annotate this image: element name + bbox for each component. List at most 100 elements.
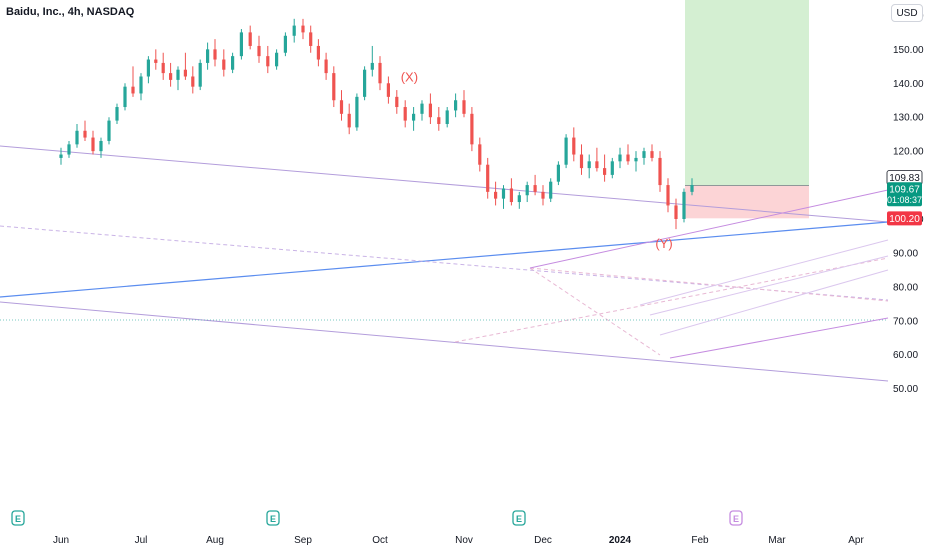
candle — [386, 76, 390, 104]
long-position-tool — [685, 0, 809, 219]
candle — [115, 103, 119, 124]
currency-button[interactable]: USD — [891, 4, 923, 22]
earnings-icon: E — [729, 510, 743, 526]
candle — [239, 28, 243, 60]
candle — [462, 90, 466, 118]
candle — [161, 52, 165, 80]
y-tick-label: 130.00 — [893, 113, 924, 124]
candle — [525, 181, 529, 203]
channel-upper-line — [0, 145, 889, 223]
svg-text:E: E — [270, 514, 276, 524]
channel-lower-line — [0, 301, 889, 382]
candle — [517, 191, 521, 209]
candle — [316, 39, 320, 67]
candle — [169, 62, 173, 87]
symbol-title: Baidu, Inc., 4h, NASDAQ — [6, 6, 135, 18]
candle — [587, 154, 591, 179]
candle — [412, 107, 416, 131]
candle — [347, 103, 351, 135]
rising-trendline — [0, 221, 889, 298]
candle — [395, 90, 399, 114]
y-tick-label: 60.00 — [893, 350, 918, 361]
fork-line — [649, 255, 889, 316]
candle — [470, 107, 474, 152]
y-tick-label: 90.00 — [893, 248, 918, 259]
candle — [579, 144, 584, 175]
candle — [564, 134, 568, 169]
candle — [248, 25, 252, 50]
fork-line — [669, 317, 889, 359]
candle — [501, 185, 506, 209]
candle — [572, 127, 576, 162]
candle — [206, 42, 210, 70]
candle — [478, 137, 482, 172]
candle — [222, 49, 226, 77]
candle — [75, 123, 79, 148]
candle — [154, 49, 158, 70]
x-tick-label: Feb — [691, 535, 709, 546]
svg-text:109.83: 109.83 — [889, 173, 920, 184]
x-tick-label: Mar — [768, 535, 786, 546]
x-tick-label: Dec — [534, 535, 552, 546]
candle — [642, 147, 646, 165]
candle — [191, 66, 195, 94]
y-tick-label: 70.00 — [893, 316, 918, 327]
candle — [123, 83, 127, 111]
candle — [324, 52, 328, 80]
candle — [509, 178, 513, 206]
x-tick-label: Nov — [455, 535, 473, 546]
candle — [183, 52, 187, 80]
svg-text:01:08:37: 01:08:37 — [887, 195, 922, 205]
fork-line — [659, 269, 889, 336]
x-tick-label: 2024 — [609, 535, 632, 546]
target-zone — [685, 0, 809, 186]
candle — [198, 59, 202, 91]
candle — [486, 157, 490, 199]
candle — [99, 137, 103, 158]
candle — [283, 32, 287, 57]
candle — [454, 93, 458, 118]
candle — [549, 178, 553, 203]
candle — [674, 198, 678, 230]
candle — [610, 157, 614, 179]
candle — [309, 25, 313, 53]
candle — [363, 66, 367, 101]
candle — [690, 178, 694, 196]
wave-dashed-line — [529, 267, 661, 356]
candle — [339, 90, 344, 121]
candle — [437, 107, 441, 131]
stop-zone — [685, 185, 809, 219]
x-tick-label: Sep — [294, 535, 312, 546]
candle — [213, 39, 217, 67]
earnings-icon: E — [11, 510, 25, 526]
candle — [618, 147, 622, 169]
candle — [634, 151, 638, 172]
candle — [67, 140, 71, 158]
svg-text:E: E — [15, 514, 21, 524]
candle — [301, 18, 305, 40]
candle — [292, 18, 296, 43]
candle — [146, 56, 150, 84]
candle — [231, 52, 235, 74]
wave-dashed-line — [529, 267, 889, 302]
candle — [428, 93, 432, 124]
candle — [176, 66, 180, 91]
x-tick-label: Aug — [206, 535, 224, 546]
candle — [556, 161, 560, 186]
wave-label: (Y) — [655, 236, 672, 251]
price-tag-stop: 100.20 — [887, 211, 922, 226]
x-tick-label: Jun — [53, 535, 69, 546]
candle — [666, 178, 670, 213]
fork-line — [529, 189, 889, 269]
x-tick-label: Apr — [848, 535, 864, 546]
candle — [275, 49, 279, 70]
candlestick-series — [59, 18, 694, 230]
candle — [650, 144, 654, 162]
x-tick-label: Oct — [372, 535, 388, 546]
x-tick-label: Jul — [135, 535, 148, 546]
candle — [332, 66, 336, 108]
candle — [682, 188, 686, 223]
svg-text:E: E — [516, 514, 522, 524]
